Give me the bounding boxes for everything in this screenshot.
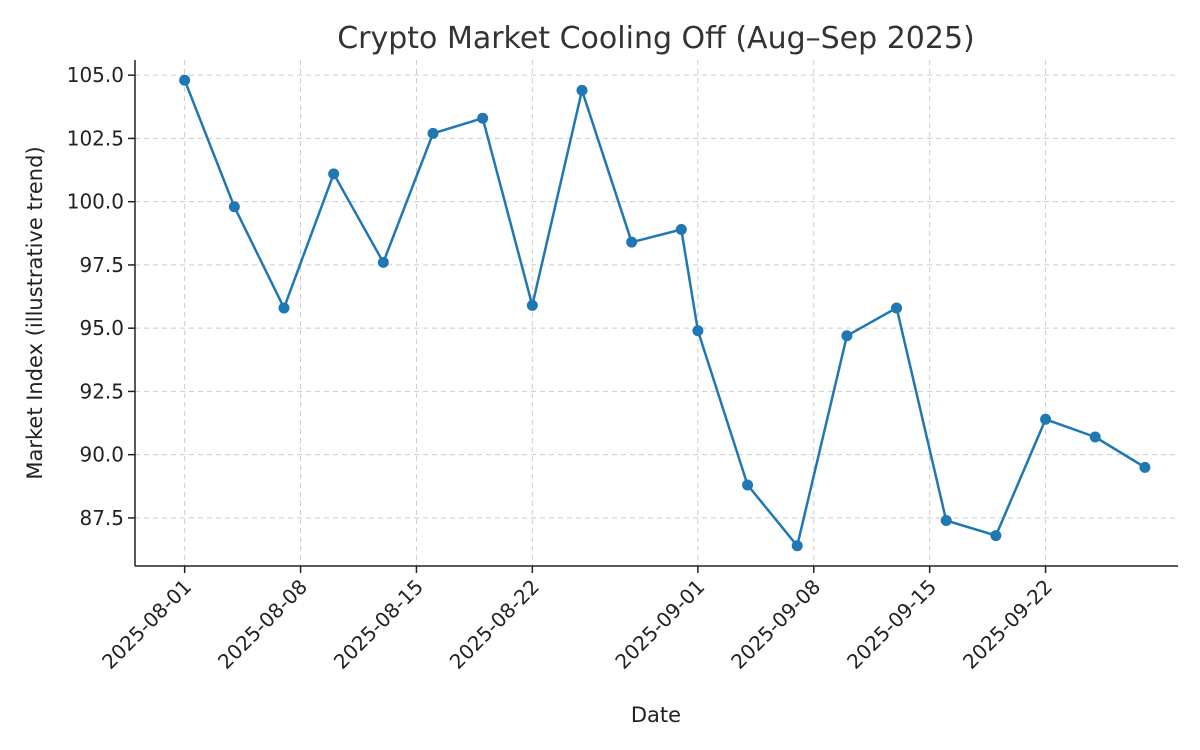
data-point (1040, 413, 1052, 425)
data-point (576, 84, 588, 96)
x-tick-label: 2025-08-15 (329, 575, 428, 674)
data-point (179, 74, 191, 86)
data-point (692, 325, 704, 337)
data-point (477, 112, 489, 124)
x-axis-label: Date (631, 703, 681, 727)
y-tick-label: 102.5 (67, 126, 124, 150)
y-tick-label: 105.0 (67, 63, 124, 87)
y-axis-ticks: 87.5 90.0 92.5 95.0 97.5 100.0 102.5 105.0 (67, 63, 135, 530)
data-point (228, 201, 240, 213)
data-point (675, 224, 687, 236)
y-tick-label: 90.0 (79, 443, 124, 467)
x-tick-label: 2025-09-15 (842, 575, 941, 674)
x-tick-label: 2025-09-01 (610, 575, 709, 674)
data-point (891, 302, 903, 314)
data-point (742, 479, 754, 491)
y-tick-label: 87.5 (79, 506, 124, 530)
series-group (179, 74, 1151, 552)
x-tick-label: 2025-08-01 (97, 575, 196, 674)
chart-title: Crypto Market Cooling Off (Aug–Sep 2025) (337, 21, 975, 56)
x-tick-label: 2025-08-22 (445, 575, 544, 674)
data-point (328, 168, 340, 180)
data-point (1139, 461, 1151, 473)
data-point (1089, 431, 1101, 443)
data-point (841, 330, 853, 342)
data-point (377, 256, 389, 268)
data-point (278, 302, 290, 314)
x-axis-ticks: 2025-08-01 2025-08-08 2025-08-15 2025-08-22… (97, 566, 1057, 674)
data-point (791, 540, 803, 552)
data-point (990, 530, 1002, 542)
data-point (940, 514, 952, 526)
y-tick-label: 100.0 (67, 190, 124, 214)
series-line (183, 79, 1146, 548)
data-point (526, 299, 538, 311)
x-tick-label: 2025-08-08 (213, 575, 312, 674)
x-tick-label: 2025-09-22 (958, 575, 1057, 674)
axes (134, 60, 1178, 567)
y-axis-label: Market Index (illustrative trend) (23, 146, 47, 479)
y-tick-label: 97.5 (79, 253, 124, 277)
x-tick-label: 2025-09-08 (726, 575, 825, 674)
data-point (626, 236, 638, 248)
grid (135, 60, 1178, 566)
y-tick-label: 92.5 (79, 379, 124, 403)
data-point (427, 127, 439, 139)
y-tick-label: 95.0 (79, 316, 124, 340)
